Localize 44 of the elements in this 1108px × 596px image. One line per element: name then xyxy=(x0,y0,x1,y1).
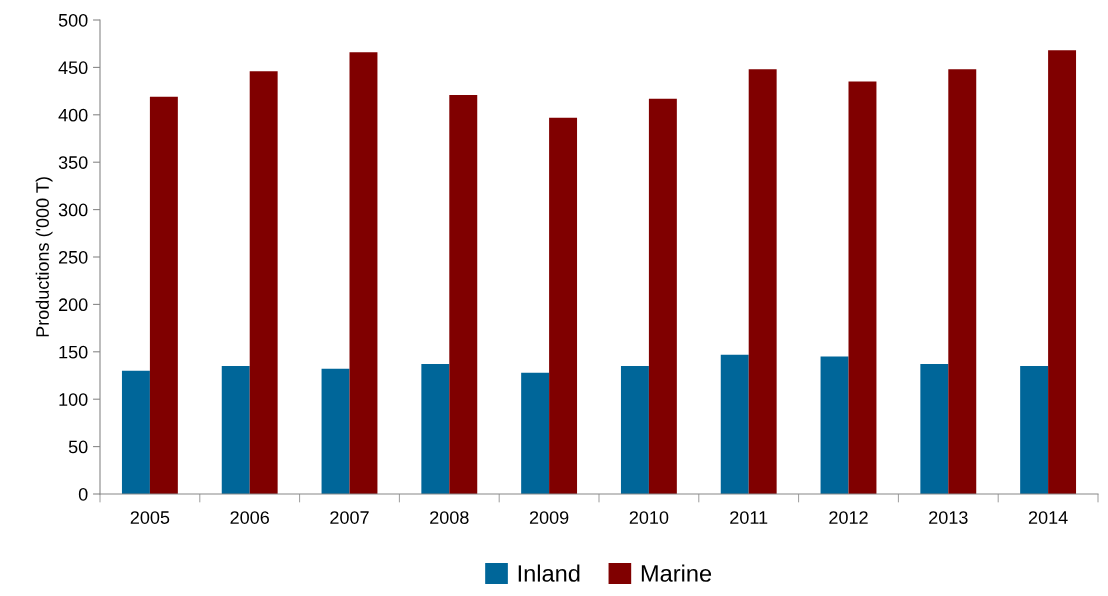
x-tick-label: 2009 xyxy=(529,511,569,524)
bar xyxy=(521,372,550,494)
y-axis-title: Productions ('000 T) xyxy=(35,177,53,337)
bar xyxy=(449,94,478,494)
bar xyxy=(121,370,150,494)
bar xyxy=(648,98,677,494)
y-tick-label: 100 xyxy=(59,393,88,406)
y-tick-label: 450 xyxy=(58,61,88,75)
bar xyxy=(221,366,250,494)
y-tick-label: 50 xyxy=(68,440,88,454)
y-tick-label: 0 xyxy=(78,487,88,501)
x-tick-label: 2012 xyxy=(829,511,868,524)
bar xyxy=(249,71,278,494)
x-tick-label: 2008 xyxy=(430,511,469,524)
bar xyxy=(720,354,749,494)
y-tick-label: 400 xyxy=(58,108,88,122)
y-tick-label: 150 xyxy=(59,345,88,359)
legend-label: Inland xyxy=(518,564,580,582)
bar xyxy=(948,69,977,494)
legend-label: Marine xyxy=(641,564,712,582)
x-tick-label: 2010 xyxy=(629,511,669,524)
y-tick-label: 300 xyxy=(58,203,88,217)
bar xyxy=(748,69,777,494)
bar xyxy=(421,364,450,494)
bar xyxy=(1020,366,1049,494)
bar xyxy=(149,96,178,494)
bar xyxy=(349,52,378,494)
bar xyxy=(920,364,949,494)
y-tick-label: 200 xyxy=(58,298,88,312)
bar xyxy=(848,81,877,494)
x-tick-label: 2005 xyxy=(130,511,170,524)
bar xyxy=(1048,50,1077,494)
bar xyxy=(549,117,578,494)
bar xyxy=(820,356,849,494)
x-tick-label: 2011 xyxy=(730,511,768,524)
x-tick-label: 2006 xyxy=(230,511,269,524)
x-tick-label: 2014 xyxy=(1028,511,1068,524)
y-tick-label: 350 xyxy=(58,156,88,169)
y-tick-label: 500 xyxy=(58,13,88,27)
y-tick-label: 250 xyxy=(58,250,88,264)
x-tick-label: 2007 xyxy=(330,511,369,524)
bar xyxy=(620,366,649,494)
bar xyxy=(321,368,350,494)
x-tick-label: 2013 xyxy=(929,511,968,524)
